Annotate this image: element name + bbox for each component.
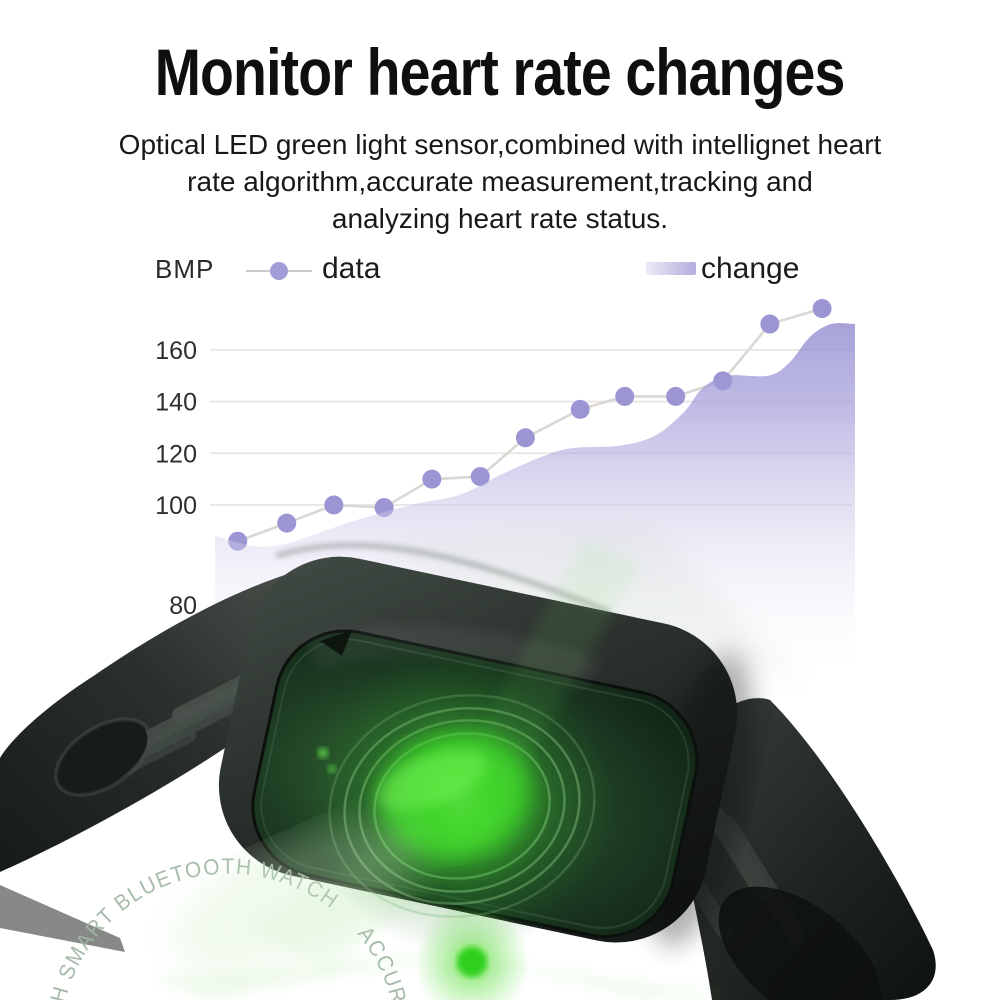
y-tick-label: 120	[155, 440, 197, 468]
glow-ray	[150, 952, 468, 1000]
data-point	[422, 469, 442, 489]
sensor-glow-smear	[376, 749, 488, 811]
legend-data-label: data	[322, 252, 381, 285]
data-point	[812, 299, 832, 319]
strap-cutout-edge	[54, 717, 152, 797]
data-point	[515, 428, 535, 448]
page-title: Monitor heart rate changes	[0, 34, 1000, 110]
strap-cutout	[58, 721, 148, 793]
strap-left-tail	[0, 885, 125, 952]
case-rim-highlight	[275, 543, 611, 614]
data-point	[666, 386, 686, 406]
subtitle: Optical LED green light sensor,combined …	[0, 126, 1000, 237]
legend-dot-icon	[270, 262, 288, 280]
y-tick-label: 80	[169, 592, 197, 620]
data-point	[277, 513, 297, 533]
y-tick-label: 100	[155, 492, 197, 520]
subtitle-line: Optical LED green light sensor,combined …	[118, 129, 882, 160]
data-point	[470, 467, 490, 487]
data-point	[615, 386, 635, 406]
page-title-text: Monitor heart rate changes	[155, 35, 846, 109]
bottom-glow-dot	[457, 947, 487, 977]
subtitle-line: rate algorithm,accurate measurement,trac…	[187, 166, 813, 197]
green-ambient-wash	[174, 825, 416, 971]
legend-item-data: data	[246, 248, 386, 292]
plate-notch	[320, 630, 352, 656]
legend-item-change: change	[646, 248, 846, 292]
legend-change-label: change	[701, 252, 800, 285]
subtitle-line: analyzing heart rate status.	[331, 203, 669, 234]
y-axis-unit-label: BMP	[155, 254, 215, 284]
legend-area-swatch	[646, 262, 696, 275]
strap-depression	[718, 886, 882, 1000]
chart-legend: BMP data change	[0, 248, 1000, 292]
data-point	[570, 399, 590, 419]
y-tick-label: 140	[155, 389, 197, 417]
data-point	[760, 314, 780, 334]
glow-ray	[478, 958, 735, 1000]
data-point	[324, 495, 344, 515]
y-tick-label: 160	[155, 337, 197, 365]
